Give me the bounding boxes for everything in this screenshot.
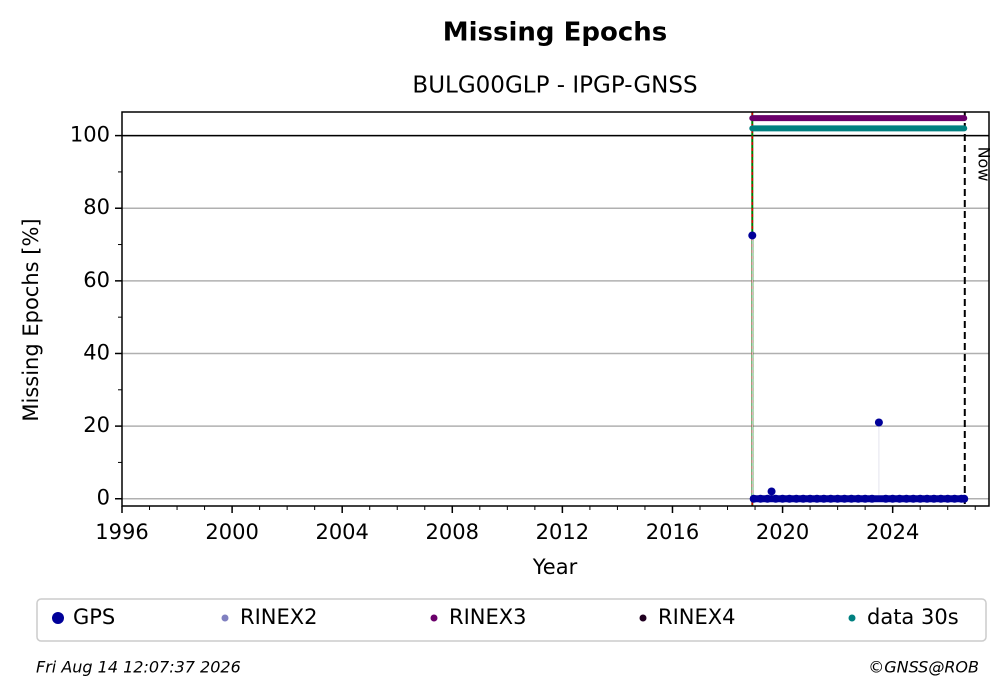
legend-label: GPS xyxy=(73,605,115,629)
data-point xyxy=(826,494,835,503)
legend-marker xyxy=(639,614,647,622)
legend-label: RINEX3 xyxy=(449,605,527,629)
y-tick-label: 20 xyxy=(83,413,110,437)
data-point xyxy=(785,494,794,503)
legend-marker xyxy=(221,614,229,622)
x-tick-label: 2000 xyxy=(205,520,258,544)
data-point xyxy=(895,494,904,503)
chart-title: Missing Epochs xyxy=(443,18,667,48)
legend-marker xyxy=(52,612,64,624)
data-point xyxy=(778,494,787,503)
data-point xyxy=(756,494,765,503)
data-point xyxy=(936,494,945,503)
legend-label: RINEX4 xyxy=(658,605,736,629)
footer-date: Fri Aug 14 12:07:37 2026 xyxy=(36,658,241,677)
x-tick-label: 2020 xyxy=(756,520,809,544)
data-point xyxy=(868,494,877,503)
data-point xyxy=(819,494,828,503)
y-tick-label: 60 xyxy=(83,268,110,292)
data-point xyxy=(767,487,776,496)
x-tick-label: 2024 xyxy=(866,520,919,544)
legend-marker xyxy=(848,614,856,622)
data-point xyxy=(950,494,959,503)
x-tick-label: 2016 xyxy=(646,520,699,544)
data-point xyxy=(909,494,918,503)
y-tick-label: 40 xyxy=(83,340,110,364)
data-point xyxy=(874,418,883,427)
data-point xyxy=(916,494,925,503)
y-tick-label: 80 xyxy=(83,195,110,219)
x-axis-label: Year xyxy=(532,555,578,579)
data-point xyxy=(902,494,911,503)
data-point xyxy=(763,494,772,503)
data-point xyxy=(749,494,758,503)
legend-label: RINEX2 xyxy=(240,605,318,629)
now-label: Now xyxy=(974,147,993,182)
y-tick-label: 100 xyxy=(70,123,110,147)
legend-label: data 30s xyxy=(867,605,959,629)
data-point xyxy=(833,494,842,503)
footer-credit: ©GNSS@ROB xyxy=(868,658,979,677)
data-point xyxy=(812,494,821,503)
data-point xyxy=(792,494,801,503)
data-point xyxy=(861,494,870,503)
x-tick-label: 2004 xyxy=(315,520,368,544)
data-point xyxy=(799,494,808,503)
data-point xyxy=(929,494,938,503)
x-tick-label: 2012 xyxy=(536,520,589,544)
data-point xyxy=(881,494,890,503)
chart-subtitle: BULG00GLP - IPGP-GNSS xyxy=(412,73,697,99)
x-tick-label: 1996 xyxy=(95,520,148,544)
data-point xyxy=(840,494,849,503)
plot-frame xyxy=(121,111,990,507)
data-point xyxy=(806,494,815,503)
y-axis-label: Missing Epochs [%] xyxy=(19,218,43,421)
data-point xyxy=(771,494,780,503)
data-point xyxy=(847,494,856,503)
data-point xyxy=(854,494,863,503)
data-point xyxy=(748,231,757,240)
x-tick-label: 2008 xyxy=(426,520,479,544)
legend-box xyxy=(36,598,987,642)
data-point xyxy=(943,494,952,503)
data-point xyxy=(960,494,969,503)
data-point xyxy=(923,494,932,503)
data-point xyxy=(888,494,897,503)
y-tick-label: 0 xyxy=(97,486,110,510)
legend-marker xyxy=(430,614,438,622)
